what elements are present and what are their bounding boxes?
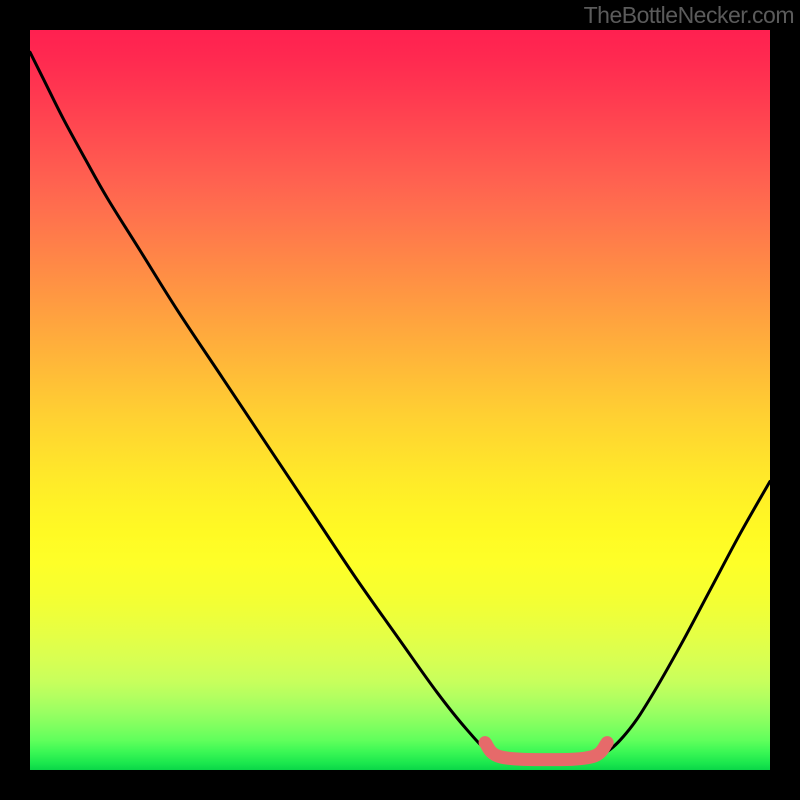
bottleneck-chart bbox=[0, 0, 800, 800]
chart-background bbox=[30, 30, 770, 770]
watermark-text: TheBottleNecker.com bbox=[584, 2, 794, 29]
